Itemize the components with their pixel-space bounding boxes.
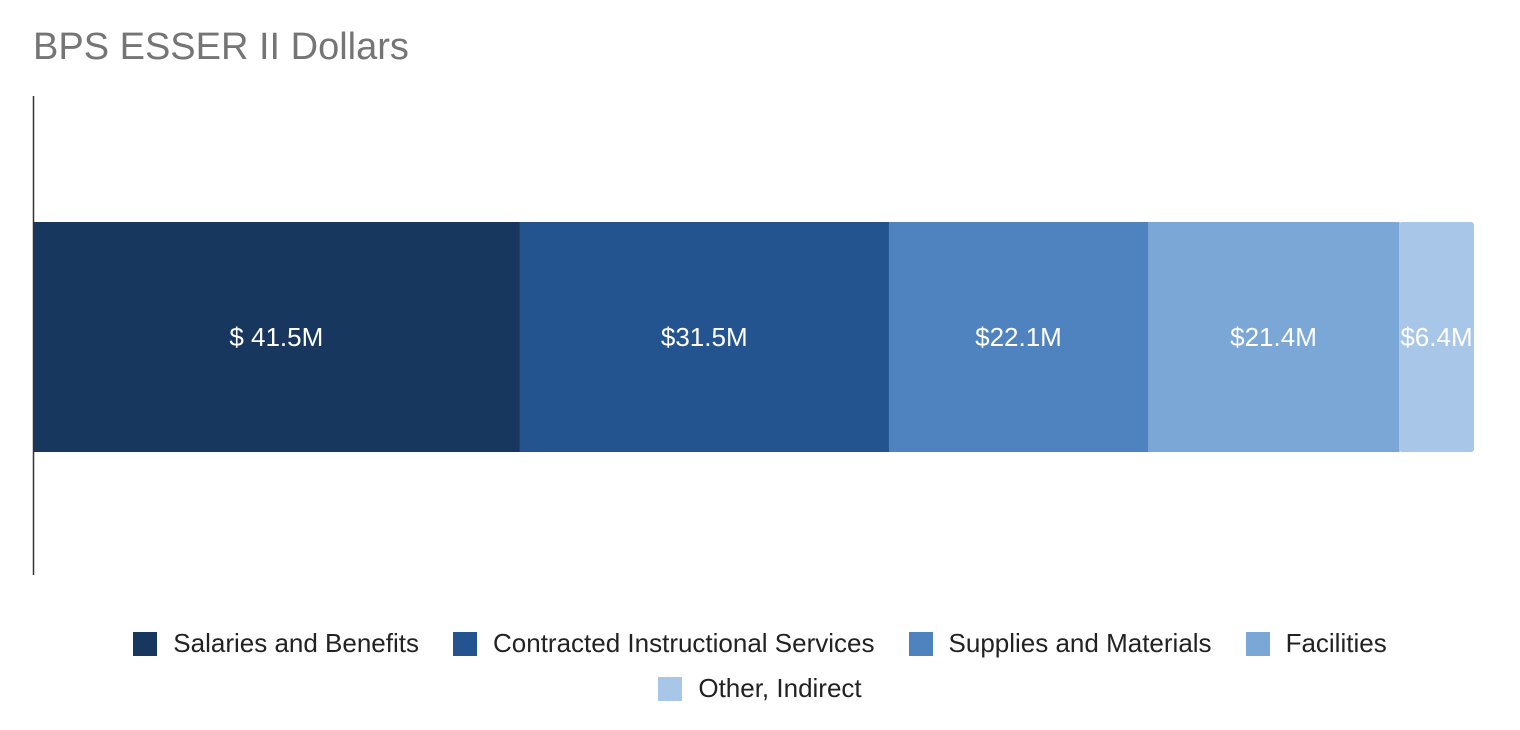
data-label-group: $ 41.5M $31.5M $22.1M $21.4M $6.4M <box>229 322 1472 352</box>
bar-segment-4 <box>1148 222 1400 452</box>
bar-segment-2 <box>519 222 890 452</box>
legend-swatch <box>453 631 477 656</box>
data-label-5: $6.4M <box>1400 322 1472 352</box>
legend-item-4: Facilities <box>1245 628 1387 659</box>
legend-label: Salaries and Benefits <box>173 628 419 658</box>
legend-swatch <box>133 631 158 656</box>
bar-segment-5 <box>1398 222 1474 452</box>
bar-segment-3 <box>888 222 1149 452</box>
legend-swatch <box>908 631 933 656</box>
legend-label: Contracted Instructional Services <box>493 628 875 658</box>
legend-item-3: Supplies and Materials <box>908 628 1212 659</box>
legend-label: Facilities <box>1285 628 1387 658</box>
data-label-1: $ 41.5M <box>229 322 323 352</box>
legend-swatch <box>1245 631 1270 656</box>
legend-row: Salaries and Benefits Contracted Instruct… <box>0 628 1520 659</box>
data-label-3: $22.1M <box>975 322 1062 352</box>
data-label-4: $21.4M <box>1230 322 1317 352</box>
legend-label: Other, Indirect <box>698 673 862 703</box>
legend-row: Other, Indirect <box>0 673 1520 704</box>
legend-item-2: Contracted Instructional Services <box>453 628 875 659</box>
chart-legend: Salaries and Benefits Contracted Instruct… <box>0 628 1520 704</box>
chart-plot-area: $ 41.5M $31.5M $22.1M $21.4M $6.4M <box>32 96 1474 575</box>
chart-title: BPS ESSER II Dollars <box>33 26 409 68</box>
legend-item-1: Salaries and Benefits <box>133 628 419 659</box>
stacked-bar-group <box>33 222 1474 452</box>
data-label-2: $31.5M <box>661 322 748 352</box>
bar-segment-1 <box>33 222 521 452</box>
legend-item-5: Other, Indirect <box>658 673 862 704</box>
legend-swatch <box>658 676 683 701</box>
legend-label: Supplies and Materials <box>948 628 1212 658</box>
